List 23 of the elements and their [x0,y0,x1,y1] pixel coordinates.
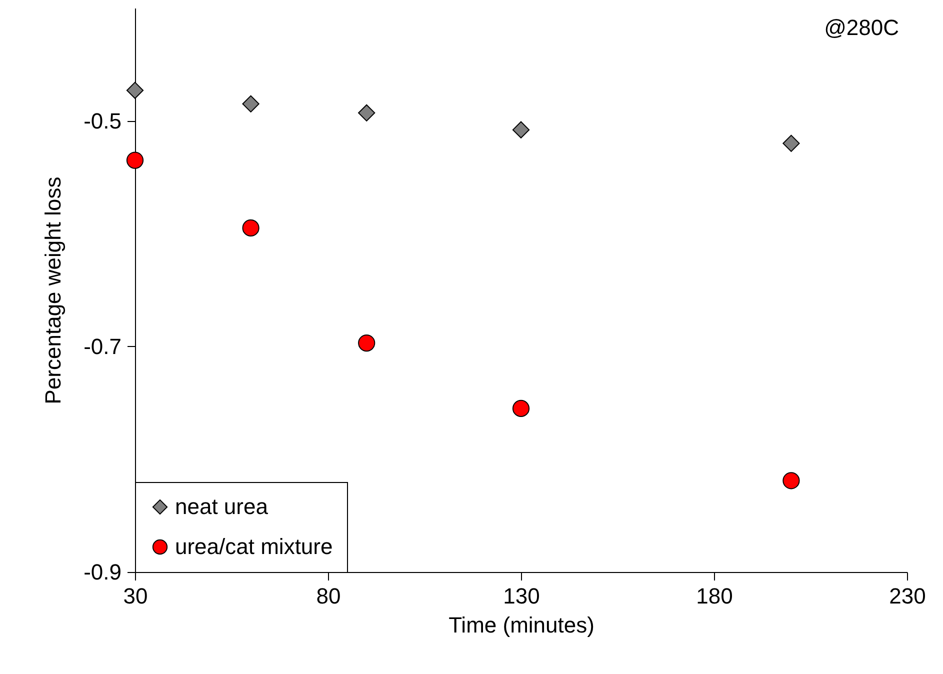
x-tick-label: 30 [123,584,148,608]
x-axis-title: Time (minutes) [448,612,594,638]
point [512,121,530,138]
legend-label: urea/cat mixture [175,534,333,559]
x-tick-label: 180 [696,584,733,608]
x-tick-label: 130 [503,584,540,608]
point [126,152,144,169]
point [242,219,260,237]
point [358,104,376,122]
point [126,82,144,99]
y-tick-label: -0.9 [84,560,122,584]
y-axis-title: Percentage weight loss [40,176,66,404]
point [782,472,800,490]
x-tick-label: 80 [316,584,341,608]
y-tick-label: -0.7 [84,334,122,359]
point [782,134,800,152]
point [512,400,530,417]
y-tick-label: -0.5 [84,108,122,134]
point [242,95,260,112]
point [358,334,376,352]
legend-label: neat urea [175,494,269,519]
x-tick-label: 230 [889,584,926,608]
annotation: @280C [824,15,900,40]
